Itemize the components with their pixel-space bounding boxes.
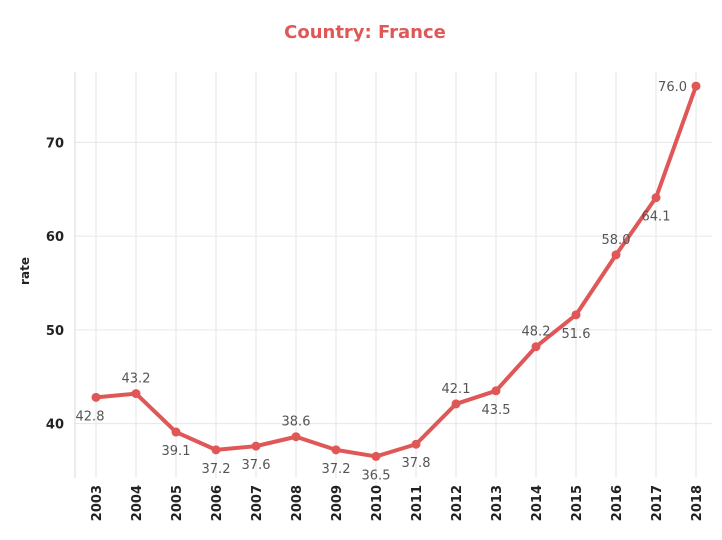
data-label: 36.5 bbox=[362, 468, 391, 483]
data-label: 43.2 bbox=[122, 372, 151, 387]
x-tick-labels: 2003 2004 2005 2006 2007 2008 2009 2010 2011 2012… bbox=[90, 485, 705, 521]
y-tick-label: 50 bbox=[46, 324, 64, 339]
data-point bbox=[291, 432, 301, 442]
x-tick-label: 2004 bbox=[130, 485, 145, 521]
x-tick-label: 2010 bbox=[370, 485, 385, 521]
x-tick-label: 2014 bbox=[530, 485, 545, 521]
x-tick-label: 2016 bbox=[610, 485, 625, 521]
data-label: 37.2 bbox=[202, 462, 231, 477]
data-point bbox=[171, 427, 181, 437]
x-tick-label: 2013 bbox=[490, 485, 505, 521]
data-label: 42.8 bbox=[76, 409, 105, 424]
x-tick-label: 2007 bbox=[250, 485, 265, 521]
x-tick-label: 2011 bbox=[410, 485, 425, 521]
data-points bbox=[91, 81, 701, 461]
data-label: 37.6 bbox=[242, 458, 271, 473]
data-label: 38.6 bbox=[282, 415, 311, 430]
x-tick-label: 2018 bbox=[690, 485, 705, 521]
data-point bbox=[531, 342, 541, 352]
data-point bbox=[91, 392, 101, 402]
data-label: 58.0 bbox=[602, 233, 631, 248]
data-point bbox=[371, 451, 381, 461]
data-point bbox=[131, 389, 141, 399]
y-tick-label: 60 bbox=[46, 230, 64, 245]
x-tick-label: 2005 bbox=[170, 485, 185, 521]
data-point bbox=[211, 445, 221, 455]
x-tick-label: 2017 bbox=[650, 485, 665, 521]
data-point bbox=[251, 441, 261, 451]
data-label: 39.1 bbox=[162, 444, 191, 459]
x-tick-label: 2009 bbox=[330, 485, 345, 521]
data-label: 43.5 bbox=[482, 403, 511, 418]
x-tick-label: 2012 bbox=[450, 485, 465, 521]
data-label: 48.2 bbox=[522, 325, 551, 340]
data-label: 76.0 bbox=[658, 80, 687, 95]
y-axis-label: rate bbox=[18, 257, 32, 285]
x-tick-label: 2015 bbox=[570, 485, 585, 521]
data-point bbox=[411, 439, 421, 449]
data-point bbox=[691, 81, 701, 91]
data-labels: 42.8 43.2 39.1 37.2 37.6 38.6 37.2 36.5 37.8 42.1… bbox=[76, 80, 687, 483]
data-label: 51.6 bbox=[562, 327, 591, 342]
x-tick-label: 2006 bbox=[210, 485, 225, 521]
series-line bbox=[94, 84, 698, 459]
data-point bbox=[611, 250, 621, 260]
data-point bbox=[571, 310, 581, 320]
data-label: 42.1 bbox=[442, 382, 471, 397]
chart-title: Country: France bbox=[284, 22, 446, 43]
data-point bbox=[331, 445, 341, 455]
data-point bbox=[491, 386, 501, 396]
data-label: 64.1 bbox=[642, 210, 671, 225]
data-label: 37.8 bbox=[402, 456, 431, 471]
x-tick-label: 2003 bbox=[90, 485, 105, 521]
y-tick-label: 70 bbox=[46, 136, 64, 151]
data-point bbox=[651, 193, 661, 203]
x-tick-label: 2008 bbox=[290, 485, 305, 521]
data-point bbox=[451, 399, 461, 409]
y-tick-label: 40 bbox=[46, 418, 64, 433]
grid-lines bbox=[74, 72, 712, 478]
data-label: 37.2 bbox=[322, 462, 351, 477]
y-tick-labels: 40 50 60 70 bbox=[46, 136, 64, 432]
